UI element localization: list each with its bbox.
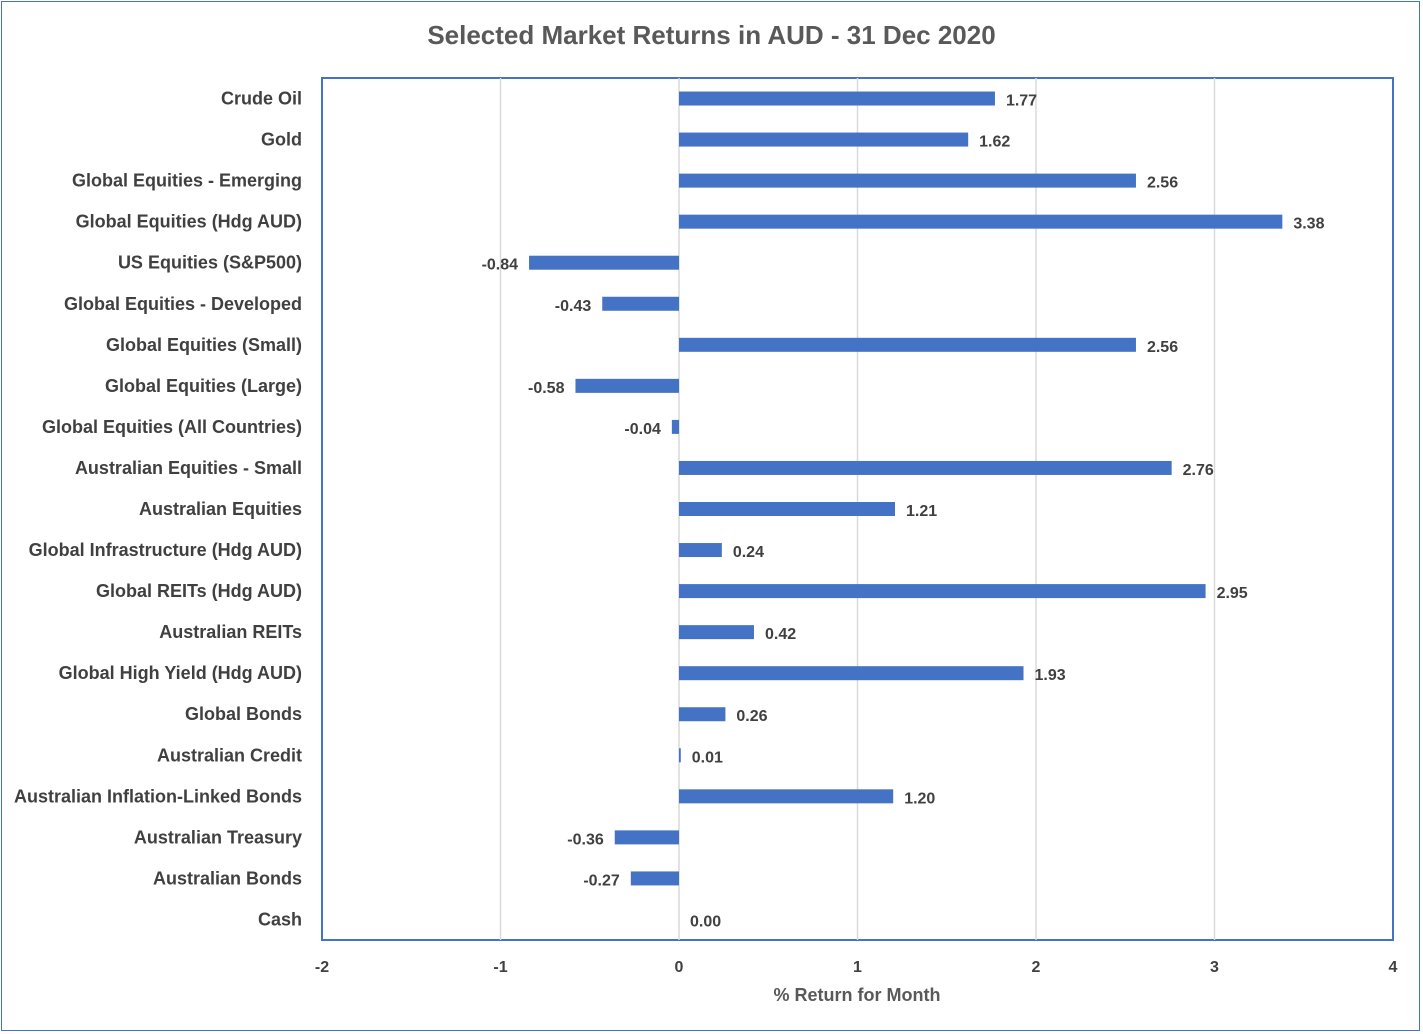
data-label: -0.84: [482, 257, 519, 274]
category-label: US Equities (S&P500): [118, 253, 302, 273]
bar: [679, 543, 722, 558]
bar: [602, 296, 679, 311]
bar: [679, 460, 1172, 475]
data-label: 1.62: [979, 134, 1010, 151]
data-label: 0.42: [765, 626, 796, 643]
bar: [679, 707, 726, 722]
data-label: -0.04: [624, 421, 661, 438]
bar: [679, 214, 1283, 229]
bar: [671, 419, 679, 434]
x-tick-labels: -2 -1 0 1 2 3 4: [315, 959, 1398, 976]
data-label: 1.21: [906, 503, 937, 520]
data-label: -0.36: [567, 831, 604, 848]
category-label: Global Equities (Small): [106, 335, 302, 355]
category-label: Global Equities - Developed: [64, 294, 302, 314]
bar: [575, 378, 679, 393]
bar: [614, 830, 679, 845]
bar: [529, 255, 679, 270]
bar: [679, 625, 754, 640]
category-label: Australian Bonds: [153, 868, 302, 888]
category-label: Global Equities (Hdg AUD): [76, 212, 302, 232]
bar: [630, 871, 679, 886]
bar: [679, 173, 1136, 188]
category-label: Crude Oil: [221, 89, 302, 109]
category-label: Australian Inflation-Linked Bonds: [14, 786, 302, 806]
category-label: Australian REITs: [159, 622, 302, 642]
x-tick-label: 3: [1210, 959, 1219, 976]
category-label: Global High Yield (Hdg AUD): [59, 663, 302, 683]
bars: 1.77 1.62 2.56 3.38 -0.84 -0.43 2.56 -0.58 -0.04…: [482, 91, 1325, 930]
category-label: Global Infrastructure (Hdg AUD): [29, 540, 302, 560]
category-label: Global Equities (All Countries): [42, 417, 302, 437]
category-label: Global REITs (Hdg AUD): [96, 581, 302, 601]
data-label: 1.77: [1006, 93, 1037, 110]
data-label: 2.76: [1183, 462, 1214, 479]
bar: [679, 502, 895, 516]
x-tick-label: 2: [1032, 959, 1041, 976]
x-tick-label: 1: [853, 959, 862, 976]
data-label: 1.93: [1035, 667, 1066, 684]
bar: [679, 666, 1024, 681]
data-label: 0.24: [733, 544, 764, 561]
x-axis-title: % Return for Month: [774, 985, 941, 1005]
category-label: Gold: [261, 130, 302, 150]
x-tick-label: -1: [493, 959, 507, 976]
category-label: Global Equities - Emerging: [72, 171, 302, 191]
data-label: -0.58: [528, 380, 565, 397]
category-label: Cash: [258, 909, 302, 929]
bar: [679, 789, 894, 804]
data-label: 0.00: [690, 913, 721, 930]
bar: [679, 748, 681, 763]
data-label: 0.26: [736, 708, 767, 725]
data-label: 0.01: [692, 749, 723, 766]
category-label: Australian Treasury: [134, 827, 302, 847]
bar: [679, 132, 969, 147]
category-label: Australian Equities - Small: [75, 458, 302, 478]
chart-title: Selected Market Returns in AUD - 31 Dec …: [427, 20, 996, 50]
data-label: 2.56: [1147, 339, 1178, 356]
data-label: -0.27: [583, 872, 620, 889]
data-label: 2.95: [1217, 585, 1248, 602]
data-label: 3.38: [1293, 216, 1324, 233]
x-tick-label: 0: [675, 959, 684, 976]
data-label: 1.20: [904, 790, 935, 807]
category-label: Global Bonds: [185, 704, 302, 724]
category-label: Global Equities (Large): [105, 376, 302, 396]
category-label: Australian Credit: [157, 745, 302, 765]
category-labels: Crude Oil Gold Global Equities - Emerging G…: [14, 89, 302, 930]
x-tick-label: -2: [315, 959, 329, 976]
bar: [679, 91, 995, 106]
data-label: 2.56: [1147, 175, 1178, 192]
data-label: -0.43: [555, 298, 592, 315]
bar: [679, 337, 1136, 352]
x-tick-label: 4: [1389, 959, 1398, 976]
bar: [679, 584, 1206, 599]
category-label: Australian Equities: [139, 499, 302, 519]
